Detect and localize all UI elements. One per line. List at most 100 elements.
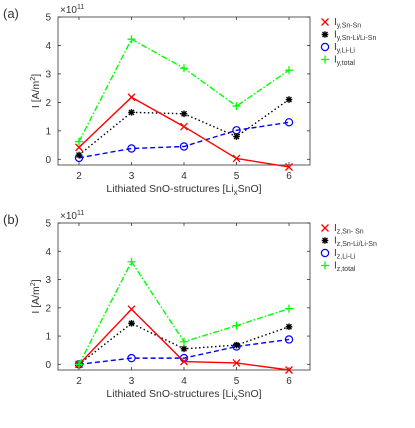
series-sn xyxy=(75,305,293,374)
legend-label-sub: z,Sn-Li/Li-Sn xyxy=(337,241,377,248)
data-point-tot xyxy=(127,257,136,266)
y-axis-label-end: ] xyxy=(30,74,42,77)
data-point-sn xyxy=(75,143,83,152)
y-tick-label: 5 xyxy=(45,13,51,24)
legend-label-main: I xyxy=(334,248,337,259)
y-scale-factor: ×1011 xyxy=(60,4,84,16)
y-tick-label: 2 xyxy=(45,303,51,314)
data-point-lili xyxy=(179,142,189,151)
data-point-sn xyxy=(232,154,241,163)
legend-label-main: I xyxy=(334,17,337,28)
y-tick-label: 4 xyxy=(45,247,51,258)
panel-label: (a) xyxy=(3,6,19,21)
legend-label-main: I xyxy=(334,42,337,53)
data-point-lili xyxy=(284,118,294,127)
x-axis-label-end: SnO] xyxy=(238,388,262,400)
series-line-sn xyxy=(78,96,290,168)
data-point-lisn xyxy=(285,323,293,331)
legend-label-sub: y,Sn-Sn xyxy=(337,23,361,30)
legend-label-sub: z,Sn- Sn xyxy=(337,229,364,236)
y-tick-label: 4 xyxy=(45,41,51,52)
data-point-lili xyxy=(127,144,136,153)
data-point-sn xyxy=(127,305,136,314)
x-tick-label: 5 xyxy=(234,376,240,387)
series-sn xyxy=(75,93,293,171)
legend-box xyxy=(316,219,411,275)
panel-a: (a) 0 1 2 3 4 5 2 3 4 5 6 ×1011 Lithiated SnO-structu… xyxy=(3,4,411,197)
data-point-sn xyxy=(180,122,188,131)
x-axis-label: Lithiated SnO-structures [LixSnO] xyxy=(106,388,261,402)
x-tick-label: 2 xyxy=(76,376,82,387)
legend-entry-lili: Iy,Li-Li xyxy=(334,42,355,55)
y-axis-label-main: I [A/m xyxy=(30,286,42,314)
data-point-lili xyxy=(127,353,136,363)
legend-label-sub: y,Sn-Li/Li-Sn xyxy=(337,35,377,42)
data-point-tot xyxy=(285,304,293,313)
panel-label: (b) xyxy=(3,212,19,227)
legend-entry-sn: Iy,Sn-Sn xyxy=(334,17,361,30)
x-tick-label: 6 xyxy=(286,376,292,387)
legend-label-sub: y,Li-Li xyxy=(337,48,356,55)
data-point-lisn xyxy=(285,96,293,103)
x-tick-label: 5 xyxy=(234,171,240,182)
x-tick-label: 2 xyxy=(76,171,82,182)
y-tick-label: 0 xyxy=(45,360,51,371)
legend-entry-lisn: Iy,Sn-Li/Li-Sn xyxy=(334,30,376,43)
legend-entry-tot: Iy,total xyxy=(334,55,355,68)
legend-marker-sn xyxy=(321,18,329,26)
x-tick-label: 4 xyxy=(181,171,187,182)
y-tick-label: 2 xyxy=(45,98,51,109)
data-point-lisn xyxy=(233,133,240,140)
data-point-tot xyxy=(75,360,83,369)
y-tick-label: 1 xyxy=(45,332,51,343)
legend-entry-lisn: Iz,Sn-Li/Li-Sn xyxy=(334,236,377,249)
y-axis-label-main: I [A/m xyxy=(30,80,42,108)
data-point-tot xyxy=(127,35,136,44)
data-point-sn xyxy=(285,366,293,374)
data-point-sn xyxy=(127,93,136,102)
data-point-tot xyxy=(75,137,83,146)
y-scale-factor: ×1011 xyxy=(60,210,84,222)
legend-marker-lisn xyxy=(321,31,329,38)
series-lisn xyxy=(75,96,293,159)
y-tick-label: 5 xyxy=(45,219,51,230)
x-axis-label-main: Lithiated SnO-structures [Li xyxy=(106,183,233,195)
data-point-lisn xyxy=(128,109,135,116)
y-axis-label-sup: 2 xyxy=(30,282,37,286)
x-tick-label: 4 xyxy=(181,376,187,387)
data-point-tot xyxy=(232,102,241,111)
y-tick-label: 0 xyxy=(45,155,51,166)
legend-box xyxy=(316,13,411,69)
legend-marker-lisn xyxy=(321,237,329,244)
series-tot xyxy=(75,35,293,146)
y-tick-label: 1 xyxy=(45,126,51,137)
x-axis-label-sub: x xyxy=(234,393,238,402)
x-tick-label: 3 xyxy=(129,376,135,387)
series-line-lili xyxy=(78,338,290,366)
data-point-tot xyxy=(232,321,241,330)
legend-entry-lili: Iz,Li-Li xyxy=(334,248,356,261)
data-point-tot xyxy=(285,66,293,75)
data-point-lisn xyxy=(180,110,188,118)
data-point-lisn xyxy=(233,341,240,349)
y-axis-label: I [A/m2] xyxy=(30,74,42,108)
data-point-lisn xyxy=(128,320,135,327)
series-tot xyxy=(75,257,293,369)
data-point-sn xyxy=(232,358,241,367)
legend-label-sub: z,total xyxy=(337,266,356,273)
y-axis-label: I [A/m2] xyxy=(30,279,42,313)
panel-b: (b) 0 1 2 3 4 5 2 3 4 5 6 ×1011 Lithiated SnO-structu… xyxy=(3,210,411,402)
y-axis-label-end: ] xyxy=(30,279,42,282)
series-line-lili xyxy=(78,121,290,159)
y-scale-exponent: 11 xyxy=(77,4,84,11)
y-scale-base: ×10 xyxy=(60,5,77,16)
y-scale-exponent: 11 xyxy=(77,210,84,217)
x-tick-label: 6 xyxy=(286,171,292,182)
legend-label-main: I xyxy=(334,261,337,272)
data-point-sn xyxy=(285,163,293,171)
x-axis-label-main: Lithiated SnO-structures [Li xyxy=(106,388,233,400)
legend-entry-sn: Iz,Sn- Sn xyxy=(334,223,364,236)
x-tick-label: 3 xyxy=(129,171,135,182)
